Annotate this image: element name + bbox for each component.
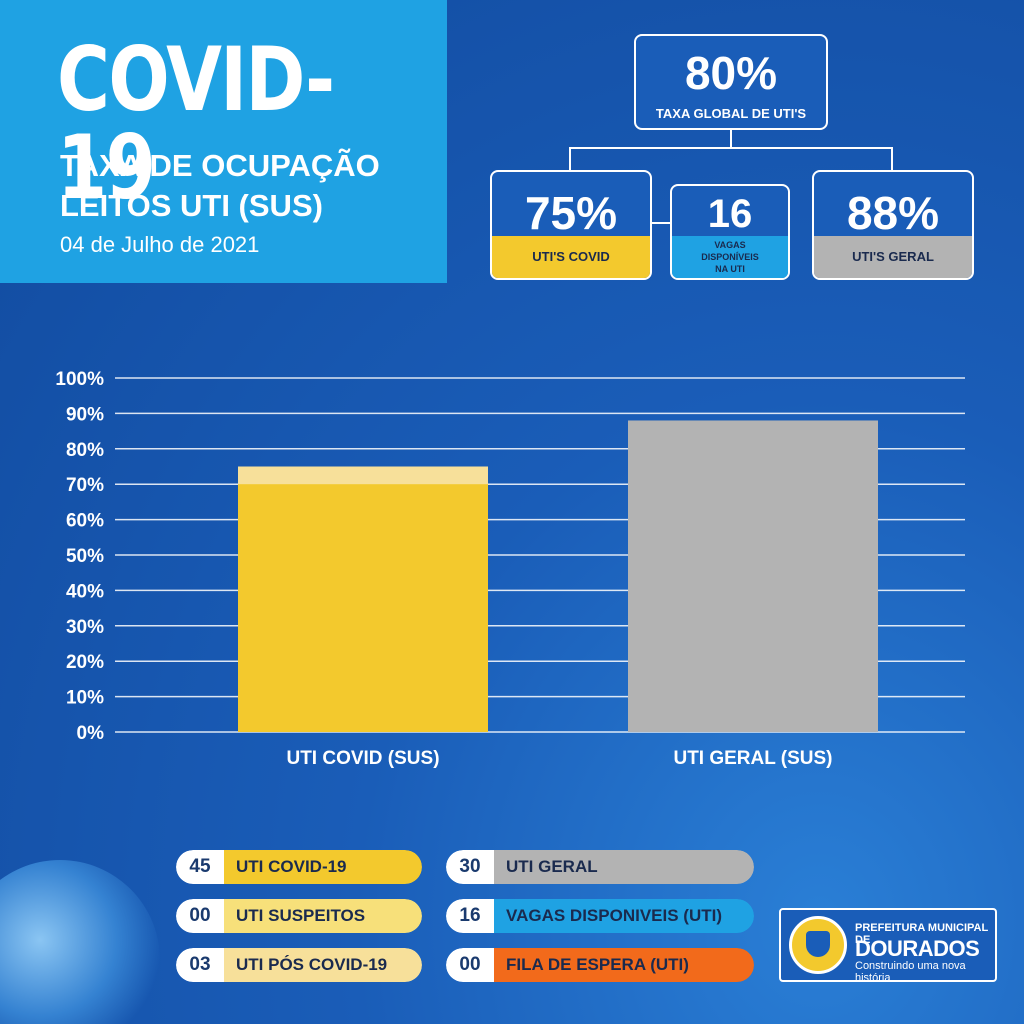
legend-item-fila-espera: 00 FILA DE ESPERA (UTI) bbox=[446, 948, 754, 982]
global-rate-label: TAXA GLOBAL DE UTI'S bbox=[655, 106, 807, 121]
legend-item-uti-suspeitos: 00 UTI SUSPEITOS bbox=[176, 899, 422, 933]
title-panel: COVID-19 TAXA DE OCUPAÇÃO LEITOS UTI (SU… bbox=[0, 0, 447, 283]
geral-rate-label: UTI'S GERAL bbox=[814, 236, 972, 278]
connector-vertical-top bbox=[730, 130, 732, 148]
connector-right bbox=[891, 147, 893, 171]
geral-rate-card: 88% UTI'S GERAL bbox=[812, 170, 974, 280]
y-tick-label: 10% bbox=[66, 688, 104, 709]
page-subtitle: TAXA DE OCUPAÇÃO LEITOS UTI (SUS) bbox=[60, 146, 380, 226]
covid-rate-label: UTI'S COVID bbox=[492, 236, 650, 278]
vagas-card: 16 VAGAS DISPONÍVEIS NA UTI bbox=[670, 184, 790, 280]
occupancy-bar-chart: 0% 10% 20% 30% 40% 50% 60% 70% 80% 90% 100% UTI CO… bbox=[55, 369, 965, 769]
bar-uti-covid bbox=[238, 466, 488, 732]
geral-rate-value: 88% bbox=[846, 187, 940, 239]
subtitle-line-2: LEITOS UTI (SUS) bbox=[60, 188, 323, 223]
subtitle-line-1: TAXA DE OCUPAÇÃO bbox=[60, 148, 380, 183]
x-category-label: UTI COVID (SUS) bbox=[286, 748, 439, 769]
y-tick-label: 70% bbox=[66, 475, 104, 496]
legend-item-uti-pos-covid: 03 UTI PÓS COVID-19 bbox=[176, 948, 422, 982]
logo-tagline: Construindo uma nova história bbox=[855, 960, 966, 984]
y-tick-label: 30% bbox=[66, 617, 104, 638]
legend-label: UTI GERAL bbox=[494, 850, 754, 884]
legend-item-uti-covid: 45 UTI COVID-19 bbox=[176, 850, 422, 884]
y-tick-label: 50% bbox=[66, 546, 104, 567]
global-rate-card: 80% TAXA GLOBAL DE UTI'S bbox=[634, 34, 828, 130]
x-category-label: UTI GERAL (SUS) bbox=[673, 748, 832, 769]
global-rate-value: 80% bbox=[684, 47, 778, 99]
vagas-value: 16 bbox=[707, 192, 753, 236]
chart-y-ticks: 0% 10% 20% 30% 40% 50% 60% 70% 80% 90% 100% bbox=[55, 369, 104, 744]
legend-num: 45 bbox=[176, 850, 224, 884]
legend-item-uti-geral: 30 UTI GERAL bbox=[446, 850, 754, 884]
bar-uti-covid-top-segment bbox=[238, 466, 488, 485]
legend-num: 30 bbox=[446, 850, 494, 884]
legend-label: FILA DE ESPERA (UTI) bbox=[494, 948, 754, 982]
y-tick-label: 100% bbox=[55, 369, 104, 390]
y-tick-label: 60% bbox=[66, 511, 104, 532]
city-hall-logo: PREFEITURA MUNICIPAL DE DOURADOS Constru… bbox=[779, 908, 997, 984]
legend-num: 16 bbox=[446, 899, 494, 933]
covid-rate-value: 75% bbox=[524, 187, 618, 239]
y-tick-label: 40% bbox=[66, 581, 104, 602]
vagas-label-line-2: DISPONÍVEIS bbox=[701, 252, 759, 262]
y-tick-label: 0% bbox=[77, 723, 105, 744]
y-tick-label: 80% bbox=[66, 440, 104, 461]
connector-left bbox=[569, 147, 571, 171]
logo-line-2: DOURADOS bbox=[855, 936, 980, 961]
virus-illustration-icon bbox=[0, 860, 160, 1024]
page-title: COVID-19 bbox=[57, 28, 335, 219]
legend-num: 03 bbox=[176, 948, 224, 982]
connector-middle bbox=[650, 222, 672, 224]
vagas-label-line-3: NA UTI bbox=[715, 264, 745, 274]
legend-label: UTI SUSPEITOS bbox=[224, 899, 422, 933]
logo-line-1: PREFEITURA MUNICIPAL DE bbox=[855, 922, 989, 946]
bar-uti-geral bbox=[628, 420, 878, 732]
chart-x-labels: UTI COVID (SUS) UTI GERAL (SUS) bbox=[286, 748, 832, 769]
legend-item-vagas-disponiveis: 16 VAGAS DISPONIVEIS (UTI) bbox=[446, 899, 754, 933]
legend-label: VAGAS DISPONIVEIS (UTI) bbox=[494, 899, 754, 933]
legend-num: 00 bbox=[446, 948, 494, 982]
city-emblem-icon bbox=[789, 916, 847, 974]
chart-bars bbox=[238, 420, 878, 732]
covid-rate-card: 75% UTI'S COVID bbox=[490, 170, 652, 280]
legend-num: 00 bbox=[176, 899, 224, 933]
vagas-label: VAGAS DISPONÍVEIS NA UTI bbox=[672, 236, 788, 278]
y-tick-label: 90% bbox=[66, 404, 104, 425]
connector-horizontal bbox=[569, 147, 892, 149]
legend-label: UTI PÓS COVID-19 bbox=[224, 948, 422, 982]
y-tick-label: 20% bbox=[66, 652, 104, 673]
vagas-label-line-1: VAGAS bbox=[714, 240, 746, 250]
report-date: 04 de Julho de 2021 bbox=[60, 232, 260, 257]
legend-label: UTI COVID-19 bbox=[224, 850, 422, 884]
